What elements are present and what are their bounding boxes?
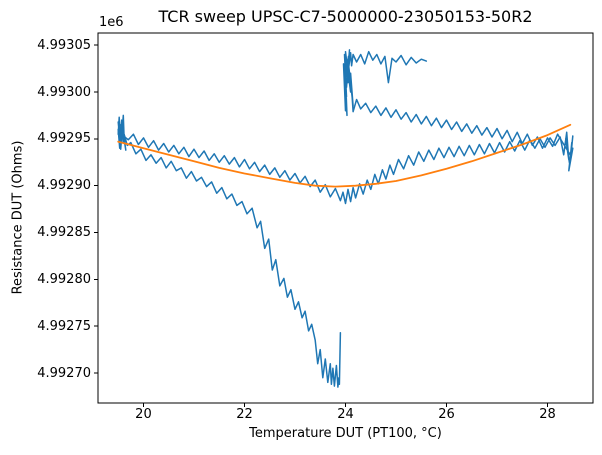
axis-ticks [94,44,549,407]
x-tick-label: 20 [135,407,152,422]
x-axis-label: Temperature DUT (PT100, °C) [249,426,442,441]
resistance-measurement-line [117,114,342,388]
y-axis-offset-text: 1e6 [99,15,124,30]
x-tick-label: 26 [438,407,455,422]
y-tick-label: 4.99305 [37,37,91,53]
y-tick-label: 4.99295 [37,131,91,147]
y-tick-label: 4.99270 [37,365,91,381]
data-series-layer [117,49,574,388]
y-tick-label: 4.99275 [37,318,91,334]
y-tick-label: 4.99300 [37,84,91,100]
chart-title: TCR sweep UPSC-C7-5000000-23050153-50R2 [158,7,533,26]
x-tick-label: 28 [539,407,556,422]
x-tick-label: 24 [337,407,354,422]
resistance-measurement-line [117,49,574,205]
y-tick-label: 4.99280 [37,271,91,287]
y-tick-label: 4.99285 [37,225,91,241]
tcr-fit-curve-line [117,123,572,188]
axes-spines [97,32,594,404]
x-tick-label: 22 [236,407,253,422]
y-tick-label: 4.99290 [37,178,91,194]
